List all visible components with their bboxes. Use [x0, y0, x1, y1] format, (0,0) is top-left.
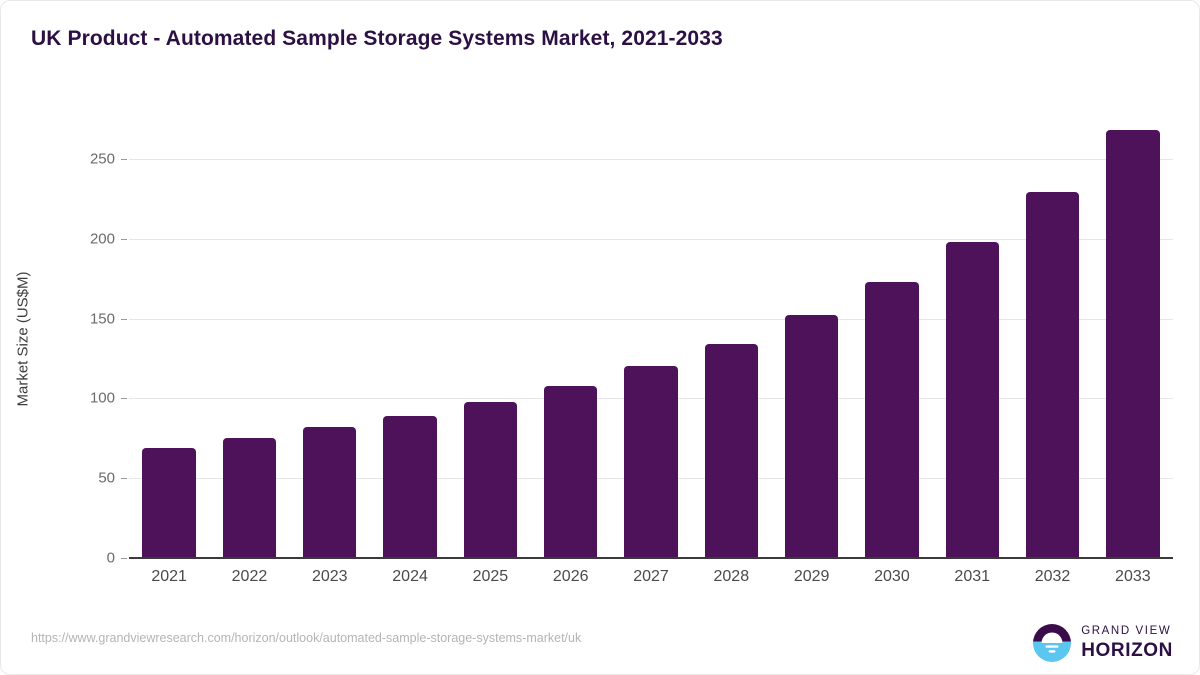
- x-axis-tick-label: 2028: [713, 568, 750, 585]
- x-axis-tick-label: 2026: [552, 568, 589, 585]
- x-axis-line: [129, 557, 1173, 559]
- y-axis-tick-label: 250: [89, 150, 115, 168]
- y-axis-tick-mark: [121, 158, 127, 160]
- bar-2028[interactable]: [704, 344, 758, 558]
- source-url[interactable]: https://www.grandviewresearch.com/horizo…: [31, 631, 582, 645]
- y-axis-tick-mark: [121, 558, 127, 559]
- x-axis-tick-label: 2032: [1034, 568, 1071, 585]
- y-axis-tick-mark: [121, 398, 127, 400]
- x-axis-tick-label: 2021: [151, 568, 187, 585]
- y-axis-tick-label: 150: [89, 310, 115, 328]
- page-title: UK Product - Automated Sample Storage Sy…: [31, 27, 723, 50]
- bar-2032[interactable]: [1025, 192, 1080, 558]
- y-axis-tick-label: 0: [106, 549, 115, 567]
- brand-name-bottom: HORIZON: [1081, 639, 1173, 661]
- bar-2031[interactable]: [945, 241, 999, 558]
- y-axis-tick-mark: [121, 238, 127, 240]
- y-axis-tick-label: 50: [98, 469, 115, 487]
- gridline: [129, 238, 1173, 240]
- brand-wordmark: GRAND VIEW HORIZON: [1081, 626, 1173, 660]
- bar-2023[interactable]: [303, 427, 357, 558]
- gridline: [129, 318, 1173, 320]
- y-axis-title: Market Size (US$M): [14, 271, 32, 407]
- bar-2021[interactable]: [142, 447, 196, 558]
- gridline: [129, 158, 1173, 160]
- bar-2024[interactable]: [383, 415, 437, 558]
- bar-2029[interactable]: [784, 315, 839, 558]
- x-axis-tick-label: 2027: [633, 568, 669, 585]
- brand-name-top: GRAND VIEW: [1081, 625, 1172, 638]
- bar-2026[interactable]: [543, 385, 598, 558]
- x-axis-tick-label: 2022: [231, 568, 268, 585]
- brand-logo[interactable]: GRAND VIEW HORIZON: [1032, 623, 1173, 663]
- bar-2022[interactable]: [222, 438, 277, 558]
- x-axis-tick-label: 2025: [472, 568, 509, 585]
- y-axis-tick-label: 200: [89, 230, 115, 248]
- y-axis-tick-mark: [121, 478, 127, 480]
- bar-2033[interactable]: [1106, 130, 1160, 558]
- bar-2030[interactable]: [865, 281, 919, 558]
- x-axis-tick-label: 2029: [793, 568, 830, 585]
- y-axis-tick-label: 100: [89, 389, 115, 407]
- x-axis-tick-label: 2030: [874, 568, 910, 585]
- y-axis-tick-mark: [121, 318, 127, 320]
- bar-2027[interactable]: [624, 366, 678, 558]
- horizon-logo-icon: [1033, 624, 1072, 662]
- plot-area: [129, 111, 1173, 558]
- x-axis-tick-label: 2031: [954, 568, 991, 585]
- x-axis-tick-label: 2023: [311, 568, 348, 585]
- x-axis-tick-label: 2024: [392, 568, 428, 585]
- x-axis-tick-label: 2033: [1115, 568, 1151, 585]
- bar-2025[interactable]: [463, 401, 518, 558]
